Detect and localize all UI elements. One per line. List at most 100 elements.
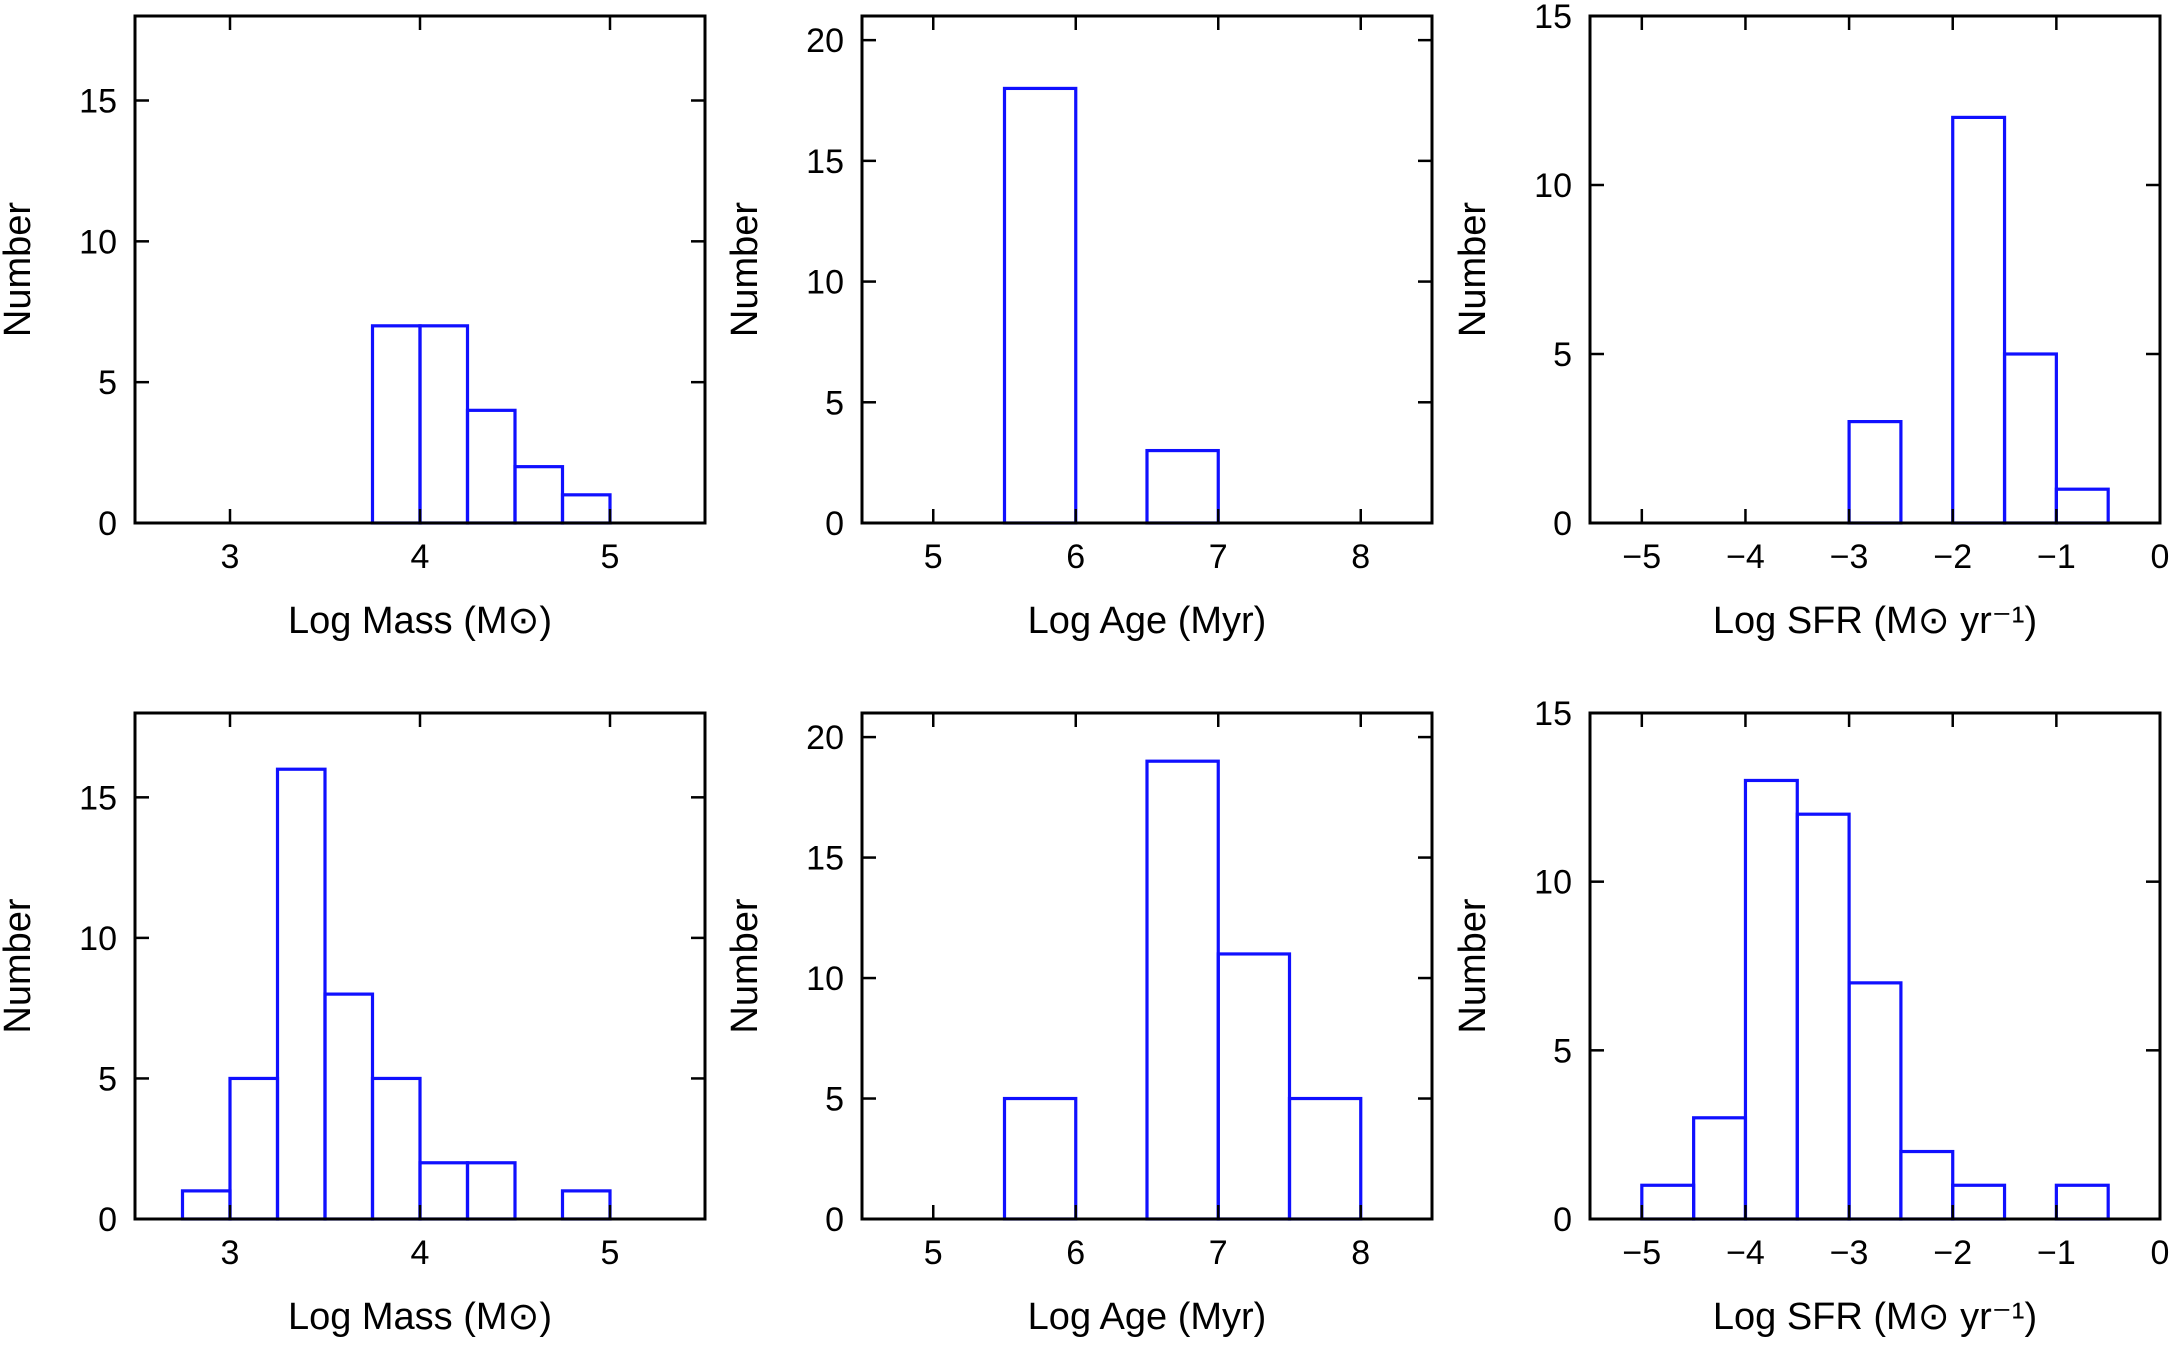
histogram-bar (370, 324, 422, 525)
histogram-bar (1692, 1116, 1748, 1221)
x-tick-label: −3 (1830, 538, 1869, 576)
histogram-bar (1795, 812, 1851, 1221)
histogram-panel-bottom-middle: 5 6 7 8 0 5 10 15 20 Log Age (Myr) Number (724, 711, 1434, 1338)
y-tick-label: 0 (1553, 1201, 1572, 1239)
y-tick-label: 15 (806, 840, 844, 878)
plot-frame (1588, 14, 2162, 525)
histogram-bar (418, 324, 470, 525)
x-tick-label: 0 (2151, 538, 2170, 576)
histogram-bars (1640, 778, 2110, 1221)
histogram-bar (513, 465, 565, 525)
y-tick-label: 10 (1534, 864, 1572, 902)
histogram-panel-bottom-right: −5 −4 −3 −2 −1 0 0 5 10 15 Log SFR (M⊙ yr⁻¹) Number (1452, 695, 2169, 1338)
x-tick-label: 4 (411, 1234, 430, 1272)
y-tick-label: 15 (806, 143, 844, 181)
x-tick-label: 3 (221, 1234, 240, 1272)
x-tick-label: −5 (1622, 538, 1661, 576)
x-tick-label: 3 (221, 538, 240, 576)
x-tick-label: 8 (1351, 538, 1370, 576)
histogram-bars (180, 767, 612, 1221)
y-tick-label: 5 (1553, 1032, 1572, 1070)
y-tick-label: 10 (79, 920, 117, 958)
x-axis-label: Log Age (Myr) (1028, 600, 1267, 642)
y-tick-label: 20 (806, 719, 844, 757)
x-axis-label: Log Mass (M⊙) (288, 1296, 552, 1338)
histogram-bars (1002, 86, 1220, 525)
x-tick-label: 5 (924, 538, 943, 576)
x-tick-label: −2 (1933, 1234, 1972, 1272)
x-tick-label: −4 (1726, 538, 1765, 576)
histogram-bar (1145, 759, 1220, 1221)
histogram-panel-top-middle: 5 6 7 8 0 5 10 15 20 Log Age (Myr) Number (724, 14, 1434, 642)
x-tick-label: 5 (924, 1234, 943, 1272)
plot-frame (1588, 711, 2162, 1221)
histogram-bar (465, 408, 517, 525)
histogram-bar (1145, 448, 1220, 525)
histogram-bars (1002, 759, 1363, 1221)
histogram-bar (1899, 1149, 1955, 1221)
histogram-bar (228, 1076, 280, 1221)
y-tick-label: 5 (825, 384, 844, 422)
y-tick-label: 0 (98, 505, 117, 543)
x-tick-label: 6 (1066, 1234, 1085, 1272)
y-tick-label: 5 (98, 364, 117, 402)
y-tick-label: 5 (1553, 336, 1572, 374)
y-tick-label: 0 (1553, 505, 1572, 543)
y-tick-label: 5 (825, 1081, 844, 1119)
histogram-bar (1287, 1096, 1363, 1221)
x-axis-label: Log Mass (M⊙) (288, 600, 552, 642)
x-axis-label: Log SFR (M⊙ yr⁻¹) (1713, 600, 2037, 642)
y-tick-label: 5 (98, 1060, 117, 1098)
histogram-panel-top-right: −5 −4 −3 −2 −1 0 0 5 10 15 Log SFR (M⊙ yr⁻¹) Number (1452, 0, 2169, 642)
y-tick-label: 10 (1534, 167, 1572, 205)
histogram-bar (1951, 1183, 2007, 1221)
plot-frame (860, 14, 1434, 525)
histogram-bar (2002, 352, 2058, 525)
histogram-bars (370, 324, 612, 525)
histogram-bar (1847, 420, 1903, 525)
x-tick-label: 0 (2151, 1234, 2170, 1272)
x-tick-label: 7 (1209, 1234, 1228, 1272)
histogram-panel-bottom-left: 3 4 5 0 5 10 15 Log Mass (M⊙) Number (0, 711, 707, 1338)
histogram-bar (1743, 778, 1799, 1221)
x-tick-label: −4 (1726, 1234, 1765, 1272)
x-axis-label: Log SFR (M⊙ yr⁻¹) (1713, 1296, 2037, 1338)
x-tick-label: 6 (1066, 538, 1085, 576)
y-tick-label: 10 (806, 264, 844, 302)
y-axis-label: Number (0, 202, 39, 337)
histogram-bars (1847, 115, 2110, 525)
histogram-bar (2054, 1183, 2110, 1221)
x-axis-label: Log Age (Myr) (1028, 1296, 1267, 1338)
y-tick-label: 15 (79, 83, 117, 121)
y-tick-label: 15 (79, 779, 117, 817)
histogram-bar (418, 1161, 470, 1221)
y-tick-label: 10 (79, 223, 117, 261)
histogram-bar (370, 1076, 422, 1221)
y-tick-label: 0 (98, 1201, 117, 1239)
histogram-bar (323, 992, 375, 1221)
x-tick-label: −3 (1830, 1234, 1869, 1272)
y-tick-label: 10 (806, 960, 844, 998)
y-tick-label: 20 (806, 22, 844, 60)
y-tick-label: 0 (825, 1201, 844, 1239)
x-tick-label: 4 (411, 538, 430, 576)
histogram-panel-top-left: 3 4 5 0 5 10 15 Log Mass (M⊙) Number (0, 14, 707, 642)
histogram-bar (560, 493, 612, 525)
y-axis-label: Number (1452, 898, 1494, 1033)
histogram-bar (1216, 952, 1292, 1221)
x-tick-label: −1 (2037, 1234, 2076, 1272)
y-axis-label: Number (724, 898, 766, 1033)
histogram-bar (465, 1161, 517, 1221)
y-tick-label: 15 (1534, 695, 1572, 733)
y-tick-label: 15 (1534, 0, 1572, 36)
x-tick-label: −5 (1622, 1234, 1661, 1272)
plot-frame (860, 711, 1434, 1221)
histogram-bar (1951, 115, 2007, 525)
y-axis-label: Number (1452, 202, 1494, 337)
x-tick-label: 5 (601, 538, 620, 576)
histogram-bar (180, 1189, 232, 1221)
histogram-bar (275, 767, 327, 1221)
x-tick-label: 5 (601, 1234, 620, 1272)
histogram-bar (1640, 1183, 1696, 1221)
x-tick-label: 7 (1209, 538, 1228, 576)
